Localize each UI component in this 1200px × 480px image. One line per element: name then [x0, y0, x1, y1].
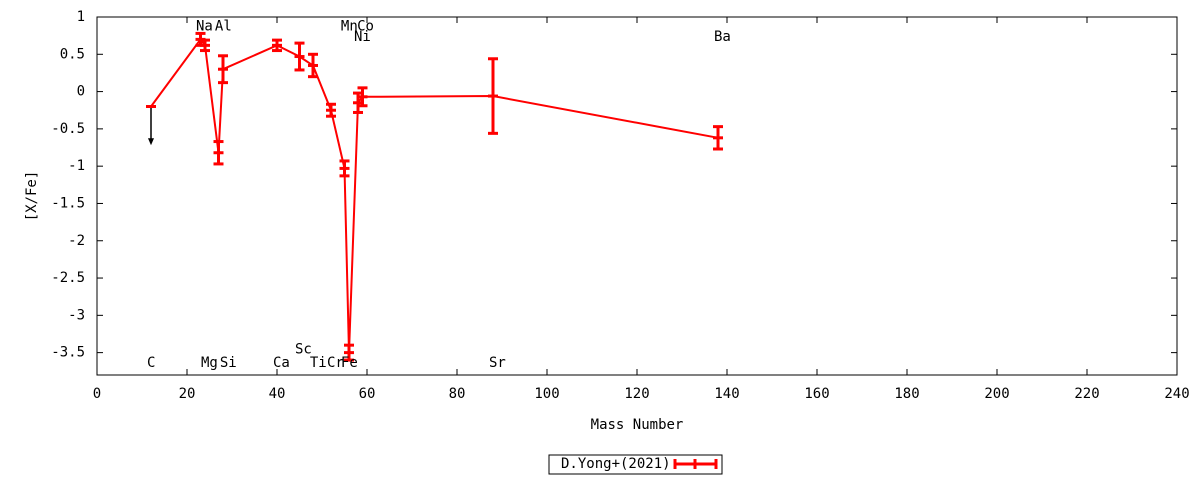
y-tick-label: -1.5	[51, 195, 85, 211]
x-tick-label: 60	[359, 386, 376, 402]
x-tick-label: 100	[534, 386, 559, 402]
y-tick-label: -1	[68, 158, 85, 174]
annotation: Ca	[273, 355, 290, 371]
y-tick-label: -3.5	[51, 345, 85, 361]
annotation: Al	[215, 19, 232, 35]
arrow-head	[148, 138, 154, 146]
y-tick-label: -2	[68, 233, 85, 249]
y-axis-label: [X/Fe]	[24, 171, 40, 222]
annotation: Mn	[341, 19, 358, 35]
annotation: Cr	[327, 355, 344, 371]
legend-box	[548, 454, 723, 475]
annotation: Fe	[341, 355, 358, 371]
annotation: Si	[220, 355, 237, 371]
y-tick-label: 0.5	[60, 46, 85, 62]
x-tick-label: 200	[984, 386, 1009, 402]
annotation: Na	[196, 19, 213, 35]
y-tick-label: -2.5	[51, 270, 85, 286]
x-axis-label: Mass Number	[591, 417, 684, 433]
x-tick-label: 40	[269, 386, 286, 402]
series-line	[150, 37, 719, 353]
annotation: Ni	[354, 29, 371, 45]
annotation: Ti	[310, 355, 327, 371]
annotation: Sc	[295, 342, 312, 358]
y-tick-label: 1	[77, 9, 85, 25]
x-tick-label: 20	[179, 386, 196, 402]
x-tick-label: 0	[93, 386, 101, 402]
x-tick-label: 220	[1074, 386, 1099, 402]
x-tick-label: 140	[714, 386, 739, 402]
x-tick-label: 120	[624, 386, 649, 402]
x-tick-label: 80	[449, 386, 466, 402]
annotation: Ba	[714, 29, 731, 45]
x-tick-label: 180	[894, 386, 919, 402]
y-tick-label: 0	[77, 84, 85, 100]
legend-label: D.Yong+(2021)	[561, 456, 671, 472]
annotation: Mg	[201, 355, 218, 371]
y-tick-label: -3	[68, 307, 85, 323]
x-tick-label: 160	[804, 386, 829, 402]
annotation: Sr	[489, 355, 506, 371]
annotation: C	[147, 355, 155, 371]
x-tick-label: 240	[1164, 386, 1189, 402]
plot-frame	[96, 16, 1178, 376]
y-tick-label: -0.5	[51, 121, 85, 137]
annotation: Co	[357, 19, 374, 35]
